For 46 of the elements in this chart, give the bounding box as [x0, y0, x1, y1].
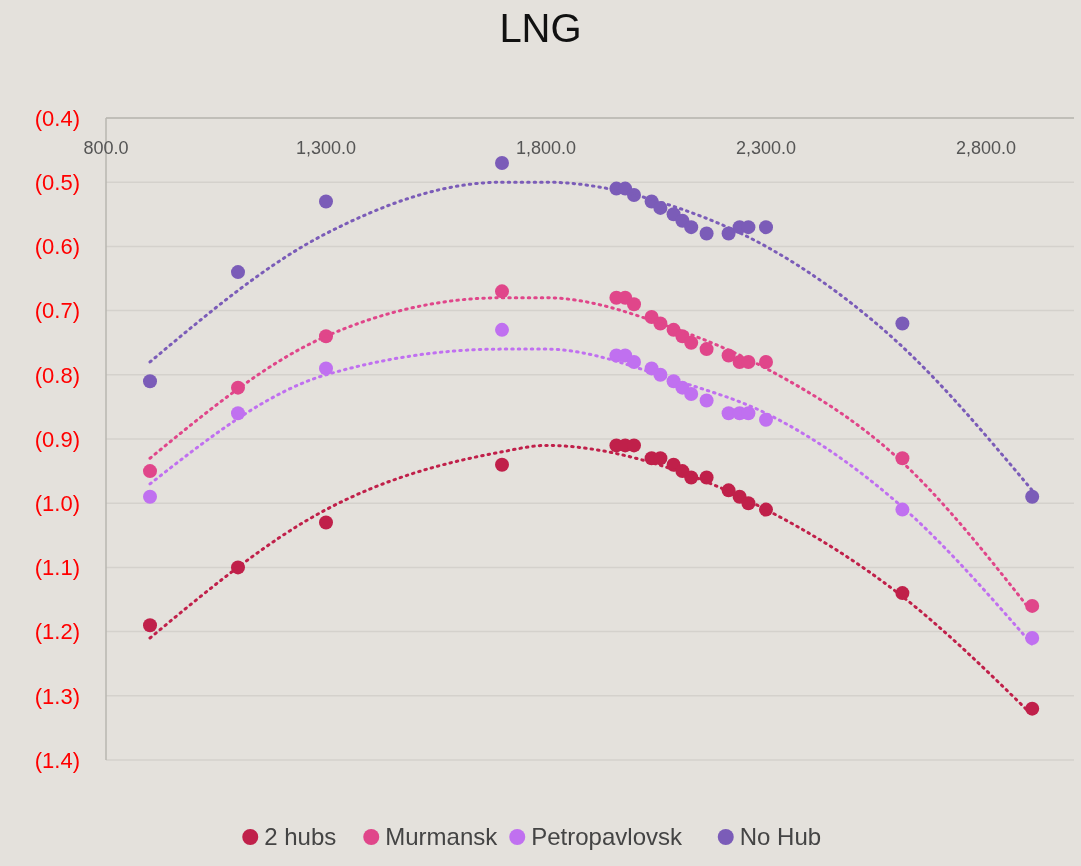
point — [495, 457, 509, 472]
chart-title: LNG — [499, 6, 582, 50]
y-tick-label: (1.2) — [34, 619, 80, 645]
legend-label: 2 hubs — [264, 823, 337, 850]
y-tick-label: (0.6) — [34, 234, 80, 260]
point — [895, 316, 910, 331]
point — [627, 438, 641, 453]
point — [759, 412, 773, 427]
point — [143, 618, 157, 633]
point — [684, 335, 699, 350]
point — [319, 515, 333, 530]
point — [699, 226, 714, 241]
point — [319, 361, 333, 376]
x-tick-label: 800.0 — [83, 138, 129, 158]
point — [759, 354, 773, 369]
point — [1025, 489, 1040, 504]
point — [699, 342, 714, 357]
x-tick-label: 2,800.0 — [955, 138, 1017, 158]
legend-label: No Hub — [739, 823, 822, 850]
y-tick-label: (0.7) — [34, 298, 80, 324]
x-tick-label: 1,300.0 — [295, 138, 357, 158]
point — [699, 393, 714, 408]
point — [231, 265, 245, 280]
y-tick-label: (0.9) — [34, 426, 80, 452]
x-tick-label: 2,300.0 — [735, 138, 797, 158]
point — [627, 297, 641, 312]
legend-label: Murmansk — [385, 823, 499, 850]
y-tick-label: (1.3) — [34, 683, 80, 709]
y-tick-label: (0.8) — [34, 362, 80, 388]
point — [143, 464, 157, 479]
x-tick-label: 1,800.0 — [515, 138, 577, 158]
legend-label: Petropavlovsk — [531, 823, 683, 850]
y-tick-label: (1.0) — [34, 490, 80, 516]
point — [684, 387, 699, 402]
y-tick-label: (1.4) — [34, 747, 80, 773]
point — [143, 374, 157, 389]
y-tick-label: (0.4) — [34, 105, 80, 131]
point — [495, 155, 509, 170]
point — [143, 489, 157, 504]
y-tick-label: (0.5) — [34, 169, 80, 195]
point — [684, 220, 699, 235]
point — [759, 220, 773, 235]
point — [495, 284, 509, 299]
point — [495, 322, 509, 337]
point — [319, 194, 333, 209]
y-tick-label: (1.1) — [34, 555, 80, 581]
